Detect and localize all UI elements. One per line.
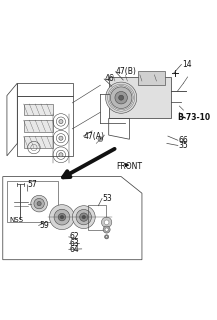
Circle shape [58,213,66,221]
Circle shape [54,209,70,225]
Circle shape [59,136,63,140]
Circle shape [60,215,64,219]
Circle shape [115,92,127,104]
Text: 46: 46 [105,75,114,84]
Text: B-73-10: B-73-10 [177,113,210,122]
Bar [138,71,165,85]
Text: 35: 35 [178,141,188,150]
Bar [23,136,53,148]
Circle shape [104,220,109,225]
Bar [88,205,106,229]
Text: FRONT: FRONT [117,162,143,171]
Circle shape [59,153,63,157]
Bar [109,77,171,118]
Circle shape [101,217,112,228]
Text: 47(A): 47(A) [84,132,105,140]
Circle shape [34,198,44,209]
Text: 63: 63 [69,239,79,248]
Circle shape [82,215,85,219]
Circle shape [98,137,103,142]
Text: 62: 62 [69,232,79,241]
Circle shape [59,119,63,124]
Circle shape [72,206,95,228]
Text: 59: 59 [39,221,49,230]
Circle shape [103,226,110,233]
Text: 57: 57 [28,180,38,189]
Circle shape [110,87,132,108]
Bar [17,96,73,156]
Circle shape [105,235,109,239]
Bar [7,181,58,222]
Text: 64: 64 [69,245,79,254]
Bar [23,104,53,115]
Circle shape [119,95,124,100]
Circle shape [76,209,91,225]
Circle shape [31,195,48,212]
Circle shape [106,236,108,238]
Text: 14: 14 [182,60,192,69]
Text: NSS: NSS [9,217,23,223]
Circle shape [80,213,88,221]
Circle shape [106,82,137,113]
Bar [23,120,53,132]
Text: 53: 53 [102,194,112,203]
Circle shape [49,205,74,229]
Text: 66: 66 [178,136,188,145]
Circle shape [37,202,41,206]
Circle shape [105,228,108,231]
Text: 47(B): 47(B) [116,67,137,76]
